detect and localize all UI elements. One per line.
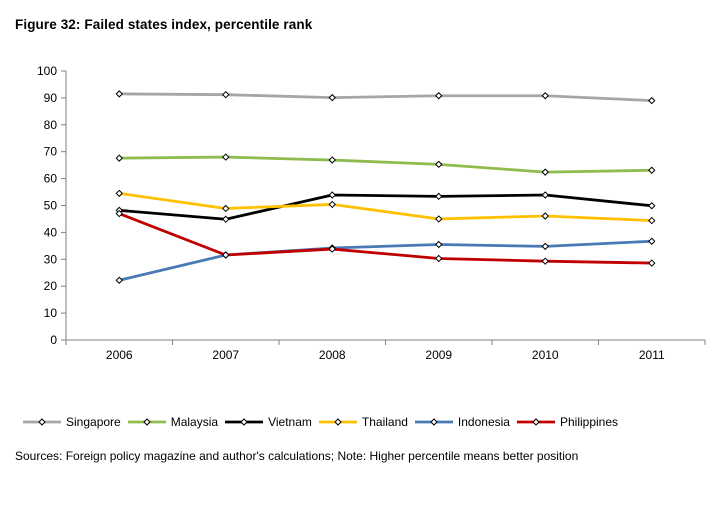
data-point-singapore (222, 90, 230, 99)
data-point-philippines (222, 251, 230, 259)
data-point-thailand (541, 212, 549, 220)
y-tick-label: 20 (44, 279, 58, 293)
legend-label-thailand: Thailand (361, 415, 408, 429)
data-point-vietnam (435, 192, 443, 201)
data-point-singapore (115, 90, 123, 98)
data-point-philippines (435, 254, 443, 263)
chart-series (115, 90, 656, 284)
data-point-indonesia (115, 276, 123, 284)
legend-swatch-philippines (516, 418, 555, 426)
series-thailand (115, 189, 656, 225)
legend-swatch-vietnam (225, 418, 264, 426)
x-tick-label: 2006 (106, 348, 133, 362)
data-point-philippines (541, 257, 549, 265)
y-tick-label: 0 (50, 333, 57, 347)
legend-label-vietnam: Vietnam (268, 415, 312, 429)
data-point-singapore (328, 93, 336, 102)
legend-label-indonesia: Indonesia (457, 415, 510, 429)
legend-item-thailand: Thailand (318, 415, 408, 429)
data-point-philippines (648, 259, 656, 267)
series-line-malaysia (119, 155, 652, 174)
legend-item-malaysia: Malaysia (127, 415, 218, 429)
data-point-thailand (115, 189, 123, 198)
chart-title: Figure 32: Failed states index, percenti… (15, 17, 313, 32)
legend-swatch-singapore (23, 418, 61, 426)
y-tick-label: 90 (44, 91, 58, 105)
legend-label-singapore: Singapore (66, 415, 121, 429)
data-point-vietnam (328, 191, 336, 199)
x-tick-label: 2008 (319, 348, 346, 362)
data-point-malaysia (222, 153, 230, 161)
y-tick-label: 40 (44, 225, 58, 239)
legend-label-philippines: Philippines (559, 415, 619, 429)
data-point-thailand (648, 216, 656, 225)
legend-item-philippines: Philippines (516, 415, 618, 429)
data-point-thailand (435, 215, 443, 223)
series-line-vietnam (119, 193, 652, 221)
series-singapore (115, 90, 656, 105)
legend-swatch-indonesia (414, 418, 453, 426)
x-tick-label: 2010 (532, 348, 559, 362)
data-point-vietnam (222, 215, 230, 223)
data-point-vietnam (541, 191, 549, 199)
data-point-vietnam (648, 202, 656, 210)
legend-item-singapore: Singapore (22, 415, 121, 429)
series-philippines (115, 209, 656, 267)
y-tick-label: 50 (44, 199, 58, 213)
data-point-thailand (328, 200, 336, 209)
legend-label-malaysia: Malaysia (170, 415, 219, 429)
data-point-malaysia (541, 168, 549, 176)
data-point-philippines (328, 245, 336, 253)
chart-legend: Singapore Malaysia Vietnam Thailand Indonesi… (22, 413, 624, 431)
y-tick-label: 100 (37, 64, 57, 78)
y-tick-label: 70 (44, 145, 58, 159)
y-tick-label: 80 (44, 118, 58, 132)
series-malaysia (115, 153, 656, 176)
series-vietnam (115, 191, 656, 223)
series-line-philippines (118, 212, 652, 265)
data-point-indonesia (541, 242, 549, 251)
series-line-indonesia (118, 239, 652, 282)
y-tick-label: 10 (44, 306, 58, 320)
data-point-malaysia (648, 166, 656, 174)
data-point-malaysia (328, 156, 336, 164)
data-point-indonesia (435, 240, 443, 249)
legend-swatch-malaysia (127, 418, 166, 426)
y-tick-label: 60 (44, 172, 58, 186)
series-line-singapore (119, 92, 652, 102)
x-tick-label: 2007 (212, 348, 239, 362)
legend-swatch-thailand (318, 418, 357, 426)
x-tick-label: 2009 (425, 348, 452, 362)
data-point-singapore (648, 96, 656, 105)
data-point-philippines (115, 209, 123, 218)
data-point-malaysia (435, 160, 443, 169)
data-point-singapore (541, 92, 549, 100)
data-point-thailand (222, 204, 230, 213)
chart-source-note: Sources: Foreign policy magazine and aut… (15, 449, 579, 463)
data-point-singapore (435, 92, 443, 100)
data-point-indonesia (648, 237, 656, 245)
legend-item-indonesia: Indonesia (414, 415, 510, 429)
legend-item-vietnam: Vietnam (224, 415, 312, 429)
x-tick-label: 2011 (639, 348, 665, 362)
data-point-malaysia (115, 154, 123, 162)
series-line-thailand (119, 192, 652, 222)
chart-tick-labels: 0 10 20 30 40 50 60 70 80 90 100 2006 2007 2008 2009 20… (37, 64, 665, 362)
y-tick-label: 30 (44, 252, 58, 266)
chart-axes (61, 70, 706, 345)
